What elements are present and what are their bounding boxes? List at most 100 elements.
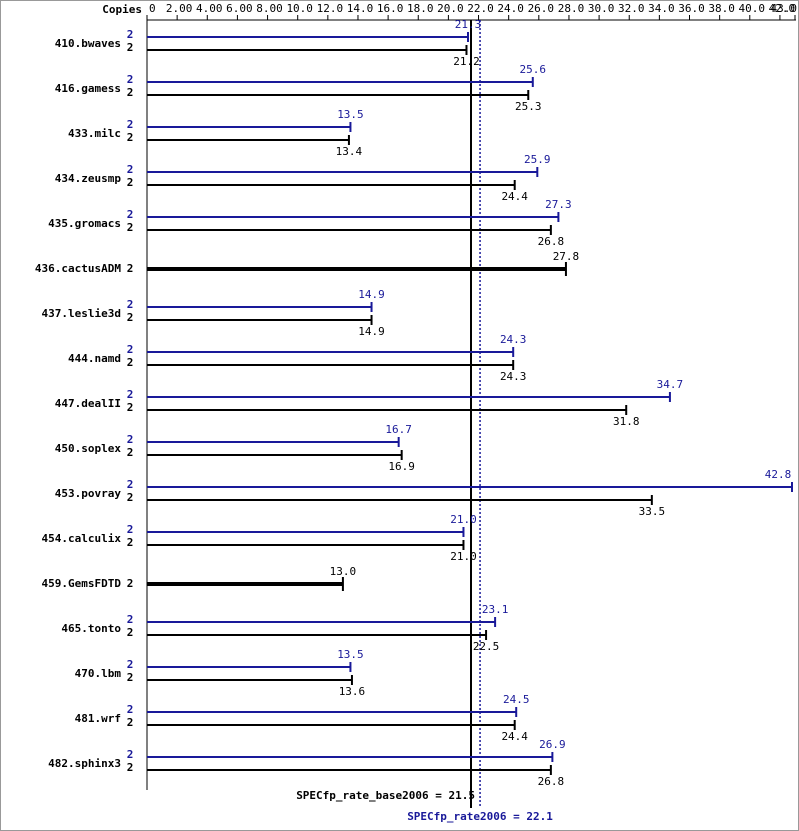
x-tick-label: 34.0	[648, 2, 675, 15]
benchmark-name: 416.gamess	[55, 82, 121, 95]
bar	[147, 409, 627, 411]
copies: 2	[127, 221, 134, 234]
benchmark-name: 435.gromacs	[48, 217, 121, 230]
benchmark-name: 436.cactusADM	[35, 262, 121, 275]
value-label: 24.3	[500, 333, 527, 346]
benchmark-name: 434.zeusmp	[55, 172, 122, 185]
bar	[147, 171, 538, 173]
value-label: 13.5	[337, 108, 364, 121]
copies: 2	[127, 671, 134, 684]
x-tick-label: 28.0	[558, 2, 585, 15]
value-label: 23.1	[482, 603, 509, 616]
copies: 2	[127, 131, 134, 144]
value-label: 24.5	[503, 693, 530, 706]
bar	[147, 711, 517, 713]
value-label: 26.8	[538, 235, 565, 248]
bar	[147, 582, 343, 586]
value-label: 21.0	[450, 550, 477, 563]
value-label: 24.3	[500, 370, 527, 383]
value-label: 14.9	[358, 288, 385, 301]
x-tick-label: 12.0	[317, 2, 344, 15]
bar	[147, 486, 792, 488]
x-tick-label: 16.0	[377, 2, 404, 15]
benchmark-name: 453.povray	[55, 487, 122, 500]
bar	[147, 351, 514, 353]
benchmark-name: 470.lbm	[75, 667, 122, 680]
copies: 2	[127, 86, 134, 99]
bar	[147, 724, 515, 726]
copies: 2	[127, 536, 134, 549]
copies: 2	[127, 298, 134, 311]
x-tick-label: 8.00	[256, 2, 283, 15]
bar	[147, 184, 515, 186]
value-label: 25.6	[520, 63, 547, 76]
bar	[147, 499, 652, 501]
bar	[147, 306, 372, 308]
x-tick-label: 38.0	[708, 2, 735, 15]
bar	[147, 544, 464, 546]
value-label: 13.6	[339, 685, 366, 698]
copies: 2	[127, 343, 134, 356]
benchmark-name: 481.wrf	[75, 712, 121, 725]
copies: 2	[127, 311, 134, 324]
copies: 2	[127, 73, 134, 86]
value-label: 34.7	[657, 378, 684, 391]
benchmark-name: 437.leslie3d	[42, 307, 121, 320]
value-label: 25.9	[524, 153, 551, 166]
copies: 2	[127, 491, 134, 504]
copies: 2	[127, 356, 134, 369]
benchmark-name: 450.soplex	[55, 442, 122, 455]
benchmark-name: 482.sphinx3	[48, 757, 121, 770]
copies: 2	[127, 658, 134, 671]
benchmark-name: 454.calculix	[42, 532, 122, 545]
bar	[147, 531, 464, 533]
bar	[147, 769, 551, 771]
x-tick-label: 36.0	[678, 2, 705, 15]
value-label: 25.3	[515, 100, 542, 113]
x-tick-label: 20.0	[437, 2, 464, 15]
copies: 2	[127, 748, 134, 761]
benchmark-name: 465.tonto	[61, 622, 121, 635]
value-label: 13.5	[337, 648, 364, 661]
copies: 2	[127, 401, 134, 414]
benchmark-name: 410.bwaves	[55, 37, 121, 50]
bar	[147, 94, 529, 96]
bar	[147, 81, 533, 83]
copies: 2	[127, 262, 134, 275]
copies: 2	[127, 478, 134, 491]
value-label: 16.9	[388, 460, 415, 473]
value-label: 31.8	[613, 415, 640, 428]
benchmark-name: 459.GemsFDTD	[42, 577, 122, 590]
value-label: 26.9	[539, 738, 566, 751]
copies: 2	[127, 118, 134, 131]
copies: 2	[127, 577, 134, 590]
copies: 2	[127, 41, 134, 54]
copies: 2	[127, 208, 134, 221]
x-tick-label: 26.0	[528, 2, 555, 15]
value-label: 27.8	[553, 250, 580, 263]
value-label: 27.3	[545, 198, 572, 211]
x-tick-label: 10.0	[286, 2, 313, 15]
x-tick-label: 32.0	[618, 2, 645, 15]
x-tick-label: 42.0	[769, 2, 796, 15]
bar	[147, 454, 402, 456]
copies-header: Copies	[102, 3, 142, 16]
x-tick-label: 4.00	[196, 2, 223, 15]
bar	[147, 126, 351, 128]
benchmark-name: 444.namd	[68, 352, 121, 365]
copies: 2	[127, 388, 134, 401]
copies: 2	[127, 613, 134, 626]
copies: 2	[127, 446, 134, 459]
x-tick-label: 2.00	[166, 2, 193, 15]
value-label: 22.5	[473, 640, 500, 653]
bar	[147, 267, 566, 271]
x-tick-label: 6.00	[226, 2, 253, 15]
value-label: 24.4	[501, 190, 528, 203]
bar	[147, 49, 467, 51]
copies: 2	[127, 163, 134, 176]
copies: 2	[127, 176, 134, 189]
copies: 2	[127, 703, 134, 716]
